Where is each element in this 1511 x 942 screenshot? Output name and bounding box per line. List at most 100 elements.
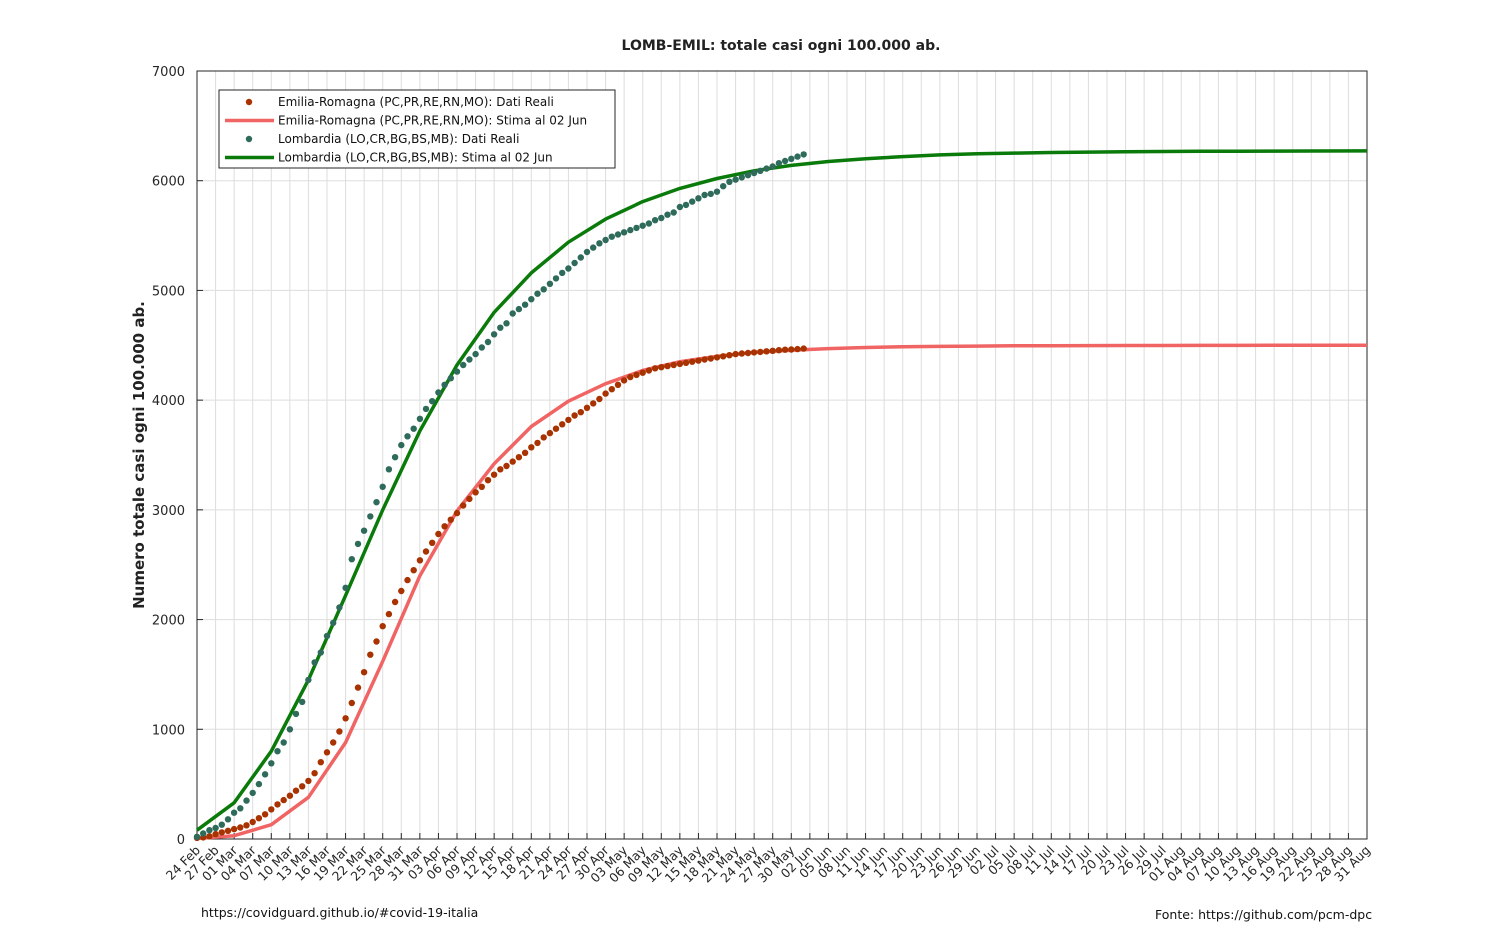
data-point: [565, 416, 572, 424]
data-point: [670, 361, 677, 369]
legend-entry-label: Emilia-Romagna (PC,PR,RE,RN,MO): Dati Re…: [278, 95, 554, 109]
data-point: [565, 265, 572, 272]
grid: [196, 70, 1368, 840]
y-tick-label: 2000: [152, 614, 185, 629]
data-point: [763, 165, 770, 172]
data-point: [732, 350, 739, 358]
data-point: [224, 827, 232, 834]
data-point: [410, 425, 417, 432]
y-tick-label: 5000: [152, 284, 185, 299]
data-point: [590, 400, 597, 407]
data-point: [466, 356, 473, 363]
data-point: [633, 224, 640, 232]
data-point: [534, 290, 541, 297]
data-point: [695, 357, 702, 364]
data-point: [596, 240, 603, 247]
data-point: [230, 809, 238, 816]
data-point: [373, 638, 380, 645]
y-tick-label: 6000: [152, 175, 185, 190]
data-point: [243, 797, 250, 804]
data-point: [583, 248, 591, 256]
data-point: [521, 449, 529, 456]
data-point: [484, 338, 492, 346]
data-point: [348, 556, 355, 563]
data-point: [503, 462, 510, 470]
data-point: [639, 222, 646, 229]
data-point: [620, 377, 628, 384]
data-point: [552, 275, 560, 282]
data-point: [286, 726, 294, 733]
data-point: [559, 421, 566, 428]
data-point: [261, 811, 269, 818]
data-point: [416, 557, 424, 564]
data-point: [348, 699, 355, 707]
data-point: [602, 390, 609, 397]
data-point: [484, 477, 492, 484]
data-point: [342, 715, 349, 722]
data-point: [206, 833, 213, 840]
data-point: [398, 441, 405, 449]
data-point: [255, 780, 263, 788]
data-point: [701, 356, 708, 363]
data-point: [577, 254, 584, 261]
footer-left-url: https://covidguard.github.io/#covid-19-i…: [201, 905, 479, 920]
data-point: [305, 676, 312, 684]
data-point: [596, 395, 603, 403]
data-point: [577, 409, 584, 416]
data-point: [676, 203, 684, 211]
data-point: [590, 244, 597, 251]
data-point: [664, 362, 671, 370]
data-point: [447, 375, 454, 382]
data-point: [317, 649, 324, 656]
data-point: [212, 824, 219, 832]
data-point: [336, 604, 343, 611]
data-point: [478, 483, 485, 490]
plot-frame: [196, 70, 1368, 840]
data-point: [720, 353, 727, 360]
data-point: [682, 201, 690, 209]
legend-box: [218, 89, 616, 169]
data-point: [230, 825, 238, 833]
data-point: [633, 371, 640, 379]
data-point: [658, 364, 665, 371]
data-point: [360, 669, 368, 676]
data-point: [490, 471, 498, 478]
data-point: [540, 286, 547, 293]
data-point: [490, 331, 498, 338]
data-point: [602, 236, 609, 244]
data-point: [268, 760, 275, 767]
data-point: [726, 178, 733, 185]
data-point: [497, 466, 504, 473]
data-point: [676, 360, 684, 368]
data-point: [336, 728, 343, 735]
data-point: [695, 195, 702, 202]
data-point: [800, 151, 807, 158]
legend-marker-swatch: [245, 135, 253, 143]
data-point: [559, 269, 566, 277]
data-point: [521, 301, 529, 308]
data-point: [788, 346, 795, 353]
data-point: [330, 619, 337, 627]
data-point: [503, 320, 510, 327]
data-point: [509, 310, 516, 317]
legend-entry-label: Lombardia (LO,CR,BG,BS,MB): Stima al 02 …: [278, 151, 553, 165]
data-point: [404, 433, 411, 440]
data-point: [651, 365, 659, 372]
data-point: [534, 439, 541, 447]
data-point: [410, 567, 417, 574]
series-1: [196, 343, 1367, 841]
data-point: [379, 483, 386, 490]
y-axis-label: Numero totale casi ogni 100.000 ab.: [130, 301, 148, 609]
data-point: [769, 347, 776, 354]
y-tick-label: 0: [177, 833, 185, 848]
data-point: [261, 771, 269, 778]
series-line: [195, 149, 1368, 832]
legend: Emilia-Romagna (PC,PR,RE,RN,MO): Dati Re…: [218, 89, 616, 169]
data-point: [775, 160, 783, 167]
data-point: [583, 404, 591, 411]
data-point: [354, 684, 362, 691]
data-point: [398, 587, 405, 595]
data-point: [689, 358, 696, 365]
data-point: [422, 548, 430, 555]
